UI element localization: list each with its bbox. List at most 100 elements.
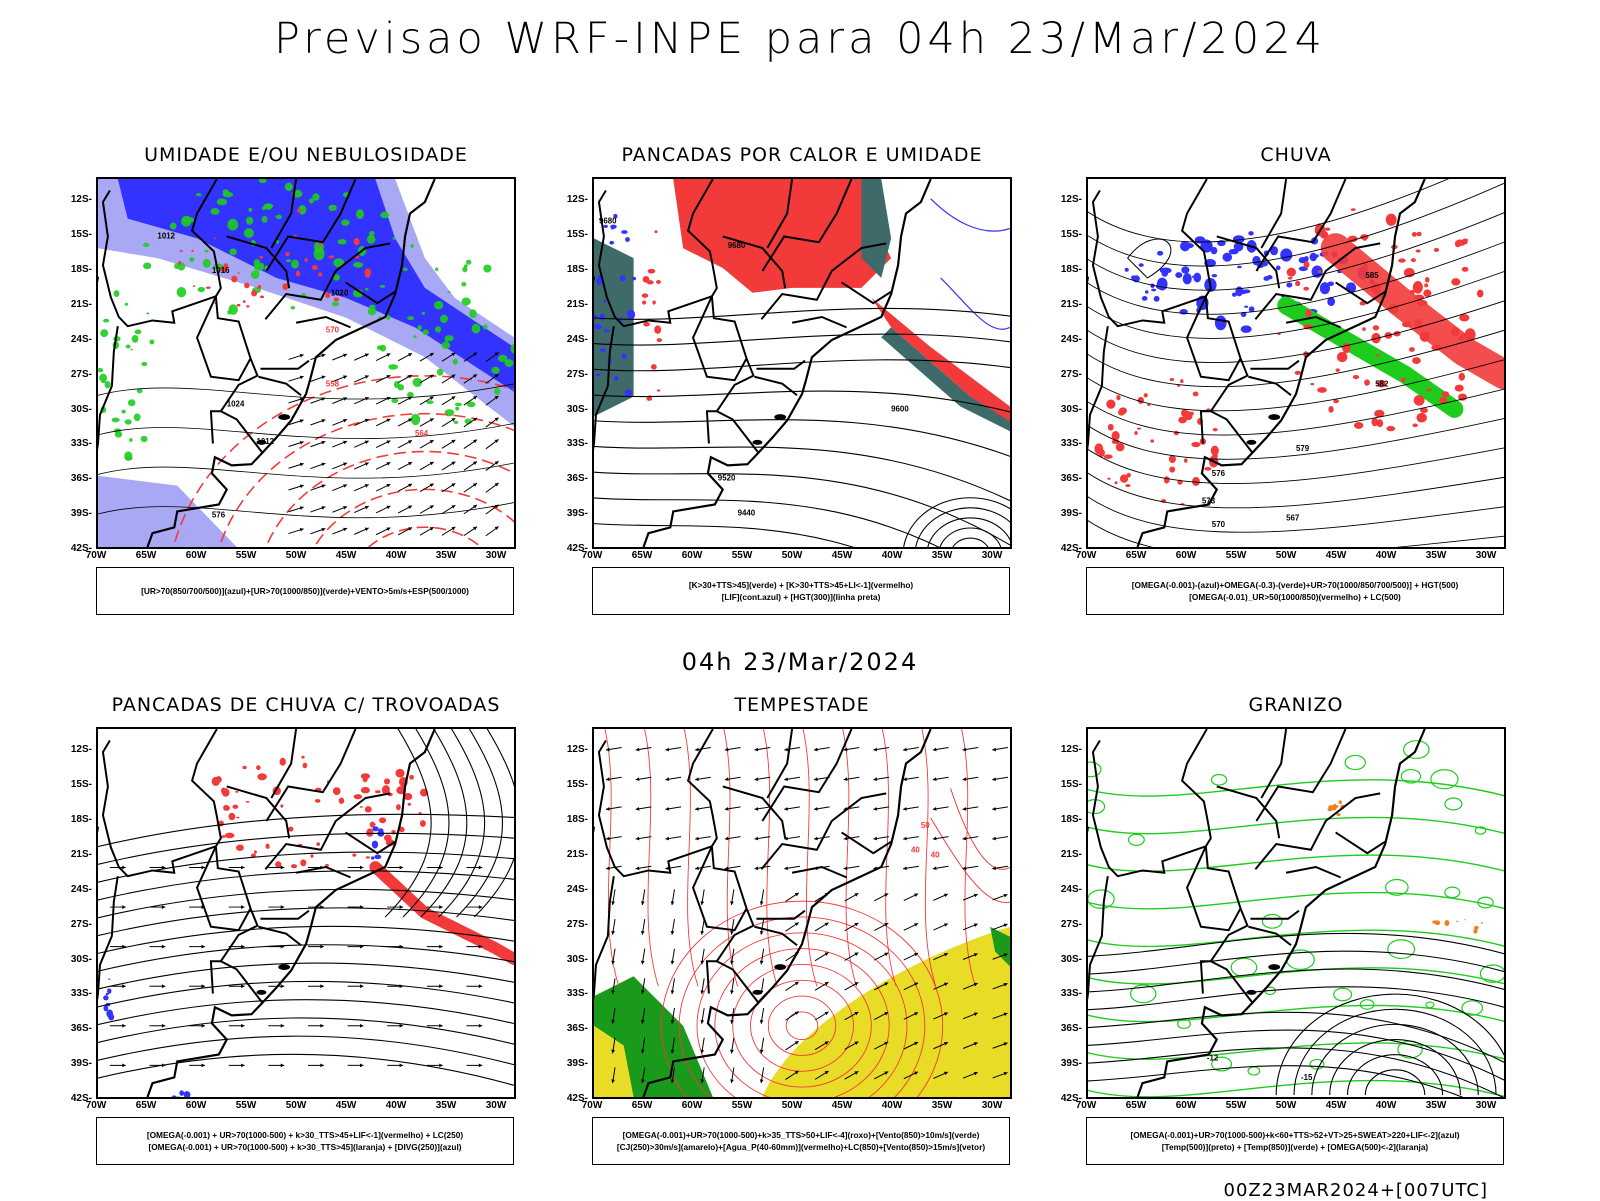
latitude-tick-label: 27S-: [66, 369, 92, 380]
latitude-tick-label: 33S-: [66, 988, 92, 999]
latitude-tick-label: 39S-: [1056, 1058, 1082, 1069]
legend-line: [CJ(250)>30m/s](amarelo)+[Agua_P(40-60mm…: [617, 1141, 985, 1153]
latitude-tick-label: 15S-: [562, 779, 588, 790]
legend-box: [UR>70(850/700/500)](azul)+[UR>70(1000/8…: [96, 567, 514, 615]
latitude-tick-label: 39S-: [562, 1058, 588, 1069]
contour-label: 567: [1286, 513, 1300, 522]
latitude-tick-label: 21S-: [1056, 299, 1082, 310]
map-panel: -12-15: [1086, 727, 1506, 1099]
latitude-tick-label: 36S-: [66, 1023, 92, 1034]
longitude-tick-label: 65W: [1121, 550, 1151, 561]
longitude-tick-label: 70W: [1071, 550, 1101, 561]
longitude-tick-label: 65W: [627, 550, 657, 561]
contour-label: 9520: [718, 474, 736, 483]
contour-label: 582: [1375, 380, 1389, 389]
latitude-tick-label: 12S-: [562, 744, 588, 755]
latitude-tick-label: 15S-: [66, 229, 92, 240]
contour-label: -15: [1301, 1073, 1313, 1082]
latitude-tick-label: 18S-: [562, 814, 588, 825]
contour-label: 50: [921, 821, 930, 830]
longitude-tick-label: 40W: [381, 550, 411, 561]
mid-date-label: 04h 23/Mar/2024: [0, 648, 1600, 676]
legend-line: [UR>70(850/700/500)](azul)+[UR>70(1000/8…: [141, 585, 469, 597]
latitude-tick-label: 12S-: [66, 744, 92, 755]
map-canvas: [98, 729, 514, 1097]
latitude-tick-label: 21S-: [66, 299, 92, 310]
latitude-tick-label: 33S-: [562, 988, 588, 999]
latitude-tick-label: 21S-: [66, 849, 92, 860]
main-title: Previsao WRF-INPE para 04h 23/Mar/2024: [0, 14, 1600, 64]
longitude-tick-label: 60W: [677, 550, 707, 561]
legend-box: [K>30+TTS>45](verde) + [K>30+TTS>45+LI<-…: [592, 567, 1010, 615]
contour-label: 40: [931, 851, 940, 860]
longitude-tick-label: 45W: [1321, 1100, 1351, 1111]
latitude-tick-label: 27S-: [562, 919, 588, 930]
map-panel: [96, 727, 516, 1099]
latitude-tick-label: 27S-: [1056, 369, 1082, 380]
latitude-tick-label: 18S-: [66, 264, 92, 275]
panel-title: UMIDADE E/OU NEBULOSIDADE: [96, 144, 516, 166]
legend-line: [OMEGA(-0.001) + UR>70(1000-500) + k>30_…: [147, 1129, 463, 1141]
contour-label: 1016: [212, 266, 230, 275]
longitude-tick-label: 45W: [331, 1100, 361, 1111]
latitude-tick-label: 18S-: [1056, 264, 1082, 275]
latitude-tick-label: 15S-: [562, 229, 588, 240]
longitude-tick-label: 50W: [1271, 1100, 1301, 1111]
latitude-tick-label: 12S-: [1056, 194, 1082, 205]
latitude-tick-label: 27S-: [562, 369, 588, 380]
map-canvas: 10121016102010241012576570564558: [98, 179, 514, 547]
longitude-tick-label: 70W: [81, 550, 111, 561]
latitude-tick-label: 18S-: [1056, 814, 1082, 825]
longitude-tick-label: 35W: [927, 1100, 957, 1111]
latitude-tick-label: 30S-: [1056, 404, 1082, 415]
legend-line: [OMEGA(-0.01)_UR>50(1000/850)(vermelho) …: [1189, 591, 1401, 603]
longitude-tick-label: 50W: [1271, 550, 1301, 561]
latitude-tick-label: 30S-: [562, 404, 588, 415]
panel-title: CHUVA: [1086, 144, 1506, 166]
contour-label: 558: [326, 380, 340, 389]
contour-label: 585: [1365, 271, 1379, 280]
contour-label: 570: [1212, 520, 1226, 529]
longitude-tick-label: 65W: [1121, 1100, 1151, 1111]
longitude-tick-label: 45W: [827, 1100, 857, 1111]
longitude-tick-label: 30W: [977, 1100, 1007, 1111]
legend-box: [OMEGA(-0.001)+UR>70(1000-500)+k>35_TTS>…: [592, 1117, 1010, 1165]
latitude-tick-label: 24S-: [66, 884, 92, 895]
latitude-tick-label: 24S-: [562, 334, 588, 345]
legend-line: [OMEGA(-0.001)-(azul)+OMEGA(-0.3)-(verde…: [1132, 579, 1458, 591]
latitude-tick-label: 12S-: [66, 194, 92, 205]
longitude-tick-label: 40W: [877, 550, 907, 561]
longitude-tick-label: 65W: [131, 550, 161, 561]
latitude-tick-label: 33S-: [1056, 988, 1082, 999]
latitude-tick-label: 24S-: [66, 334, 92, 345]
latitude-tick-label: 12S-: [1056, 744, 1082, 755]
latitude-tick-label: 39S-: [66, 508, 92, 519]
longitude-tick-label: 30W: [481, 1100, 511, 1111]
legend-line: [K>30+TTS>45](verde) + [K>30+TTS>45+LI<-…: [689, 579, 913, 591]
latitude-tick-label: 30S-: [562, 954, 588, 965]
latitude-tick-label: 30S-: [66, 954, 92, 965]
latitude-tick-label: 27S-: [66, 919, 92, 930]
longitude-tick-label: 65W: [131, 1100, 161, 1111]
latitude-tick-label: 39S-: [66, 1058, 92, 1069]
longitude-tick-label: 35W: [431, 550, 461, 561]
longitude-tick-label: 40W: [1371, 1100, 1401, 1111]
longitude-tick-label: 50W: [777, 550, 807, 561]
latitude-tick-label: 15S-: [1056, 229, 1082, 240]
latitude-tick-label: 21S-: [562, 849, 588, 860]
longitude-tick-label: 70W: [577, 1100, 607, 1111]
longitude-tick-label: 60W: [677, 1100, 707, 1111]
latitude-tick-label: 30S-: [1056, 954, 1082, 965]
longitude-tick-label: 30W: [1471, 550, 1501, 561]
latitude-tick-label: 36S-: [562, 473, 588, 484]
longitude-tick-label: 35W: [927, 550, 957, 561]
contour-label: 1012: [157, 231, 175, 240]
longitude-tick-label: 35W: [1421, 1100, 1451, 1111]
panel-title: PANCADAS POR CALOR E UMIDADE: [592, 144, 1012, 166]
contour-label: 1024: [227, 400, 245, 409]
longitude-tick-label: 60W: [1171, 1100, 1201, 1111]
longitude-tick-label: 70W: [577, 550, 607, 561]
longitude-tick-label: 30W: [1471, 1100, 1501, 1111]
longitude-tick-label: 35W: [1421, 550, 1451, 561]
